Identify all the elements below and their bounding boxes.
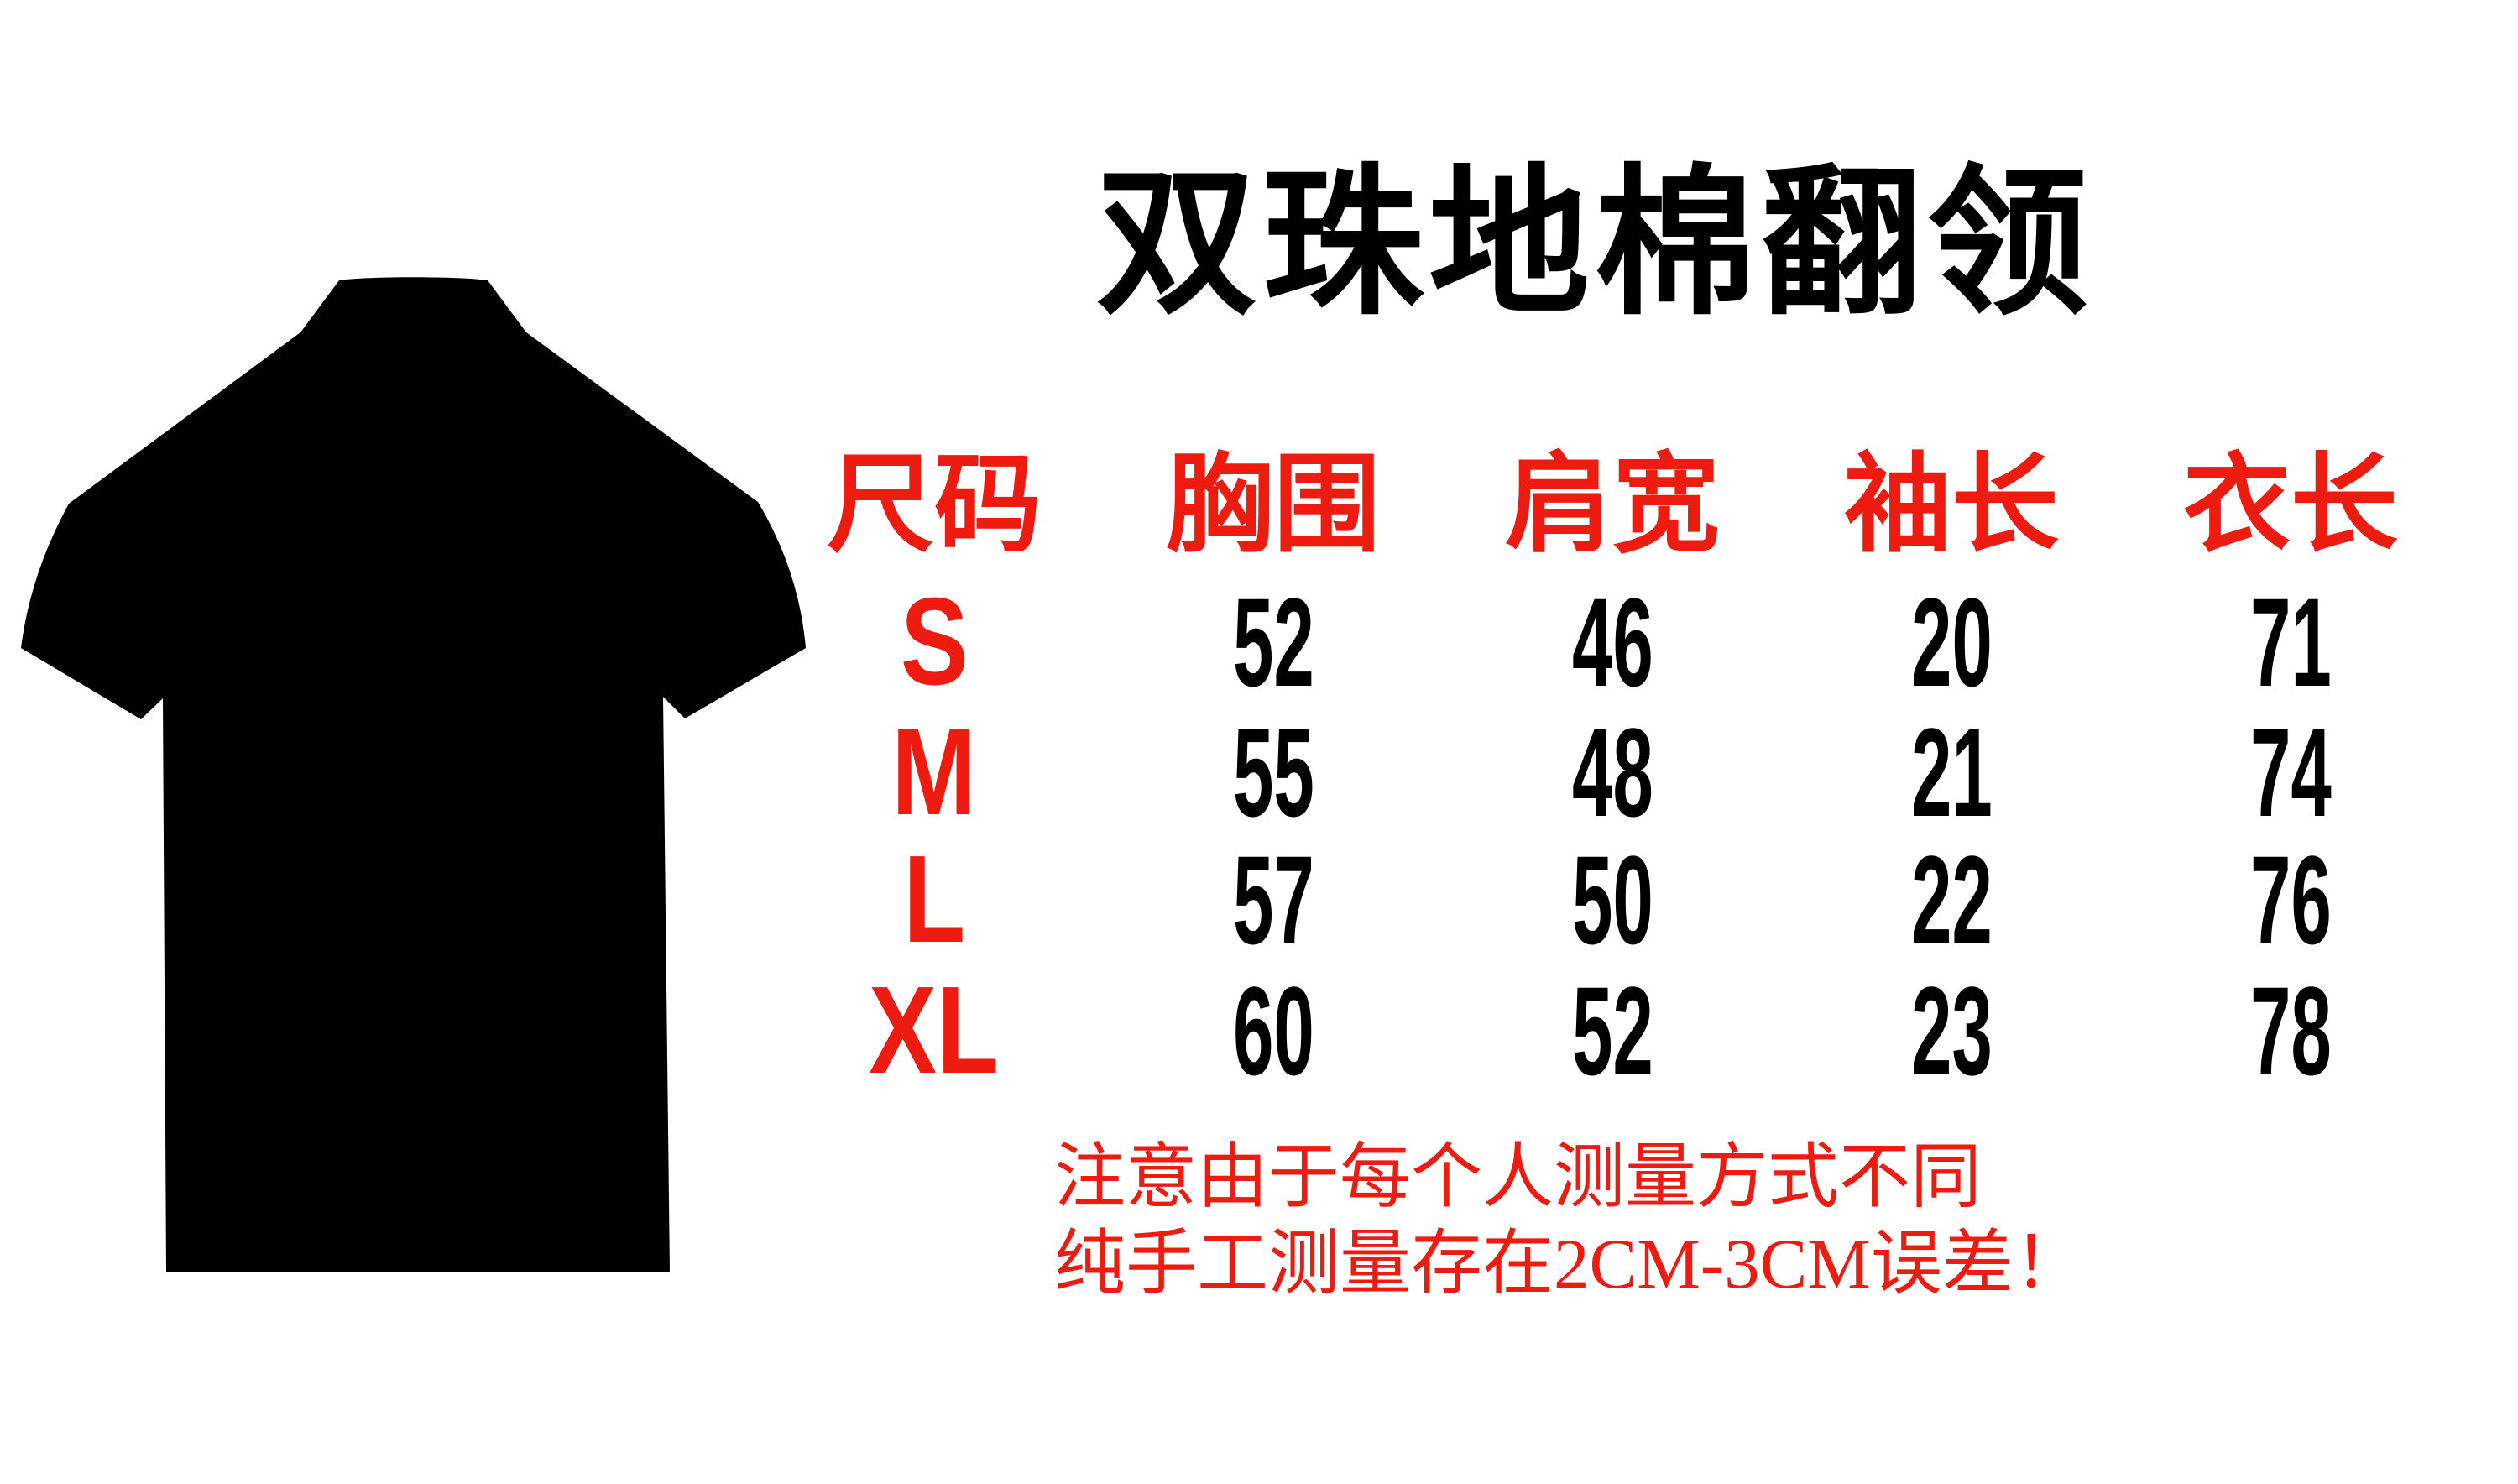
table-row-l: L 57 50 22 76 bbox=[765, 837, 2460, 963]
chest-value: 52 bbox=[1232, 572, 1314, 713]
shoulder-value: 46 bbox=[1571, 572, 1653, 713]
table-row-xl: XL 60 52 23 78 bbox=[765, 965, 2460, 1095]
col-header-length: 衣长 bbox=[2182, 446, 2398, 565]
size-label: L bbox=[902, 830, 966, 969]
sleeve-value: 20 bbox=[1910, 572, 1993, 713]
col-header-shoulder: 肩宽 bbox=[1504, 446, 1720, 565]
measurement-note: 注意由于每个人测量方式不同 纯手工测量存在2CM-3CM误差！ bbox=[1054, 1135, 2229, 1308]
size-label: M bbox=[891, 703, 977, 841]
col-header-size: 尺码 bbox=[826, 446, 1042, 565]
chest-value: 60 bbox=[1232, 959, 1314, 1101]
size-label: XL bbox=[869, 960, 1000, 1100]
table-row-m: M 55 48 21 74 bbox=[765, 709, 2460, 835]
sleeve-value: 23 bbox=[1910, 959, 1993, 1101]
table-row-s: S 52 46 20 71 bbox=[765, 579, 2460, 705]
col-header-chest: 胸围 bbox=[1165, 446, 1381, 565]
length-value: 78 bbox=[2249, 959, 2332, 1101]
polo-shirt-silhouette bbox=[21, 277, 806, 1272]
chest-value: 57 bbox=[1232, 829, 1314, 970]
shoulder-value: 48 bbox=[1571, 702, 1653, 843]
chest-value: 55 bbox=[1232, 702, 1314, 843]
length-value: 76 bbox=[2249, 829, 2332, 970]
page-title: 双珠地棉翻领 bbox=[1096, 155, 2093, 334]
shoulder-value: 50 bbox=[1571, 829, 1653, 970]
shoulder-value: 52 bbox=[1571, 959, 1653, 1101]
length-value: 71 bbox=[2249, 572, 2332, 713]
col-header-sleeve: 袖长 bbox=[1843, 446, 2059, 565]
measurement-note-line1: 注意由于每个人测量方式不同 bbox=[1054, 1138, 1983, 1217]
size-table-header-row: 尺码 胸围 肩宽 袖长 衣长 bbox=[765, 417, 2460, 565]
sleeve-value: 22 bbox=[1910, 829, 1993, 970]
size-label: S bbox=[900, 572, 969, 711]
measurement-note-line2: 纯手工测量存在2CM-3CM误差！ bbox=[1054, 1225, 2085, 1304]
sleeve-value: 21 bbox=[1910, 702, 1993, 843]
polo-shirt-back-graphic bbox=[21, 277, 806, 1272]
length-value: 74 bbox=[2249, 702, 2332, 843]
